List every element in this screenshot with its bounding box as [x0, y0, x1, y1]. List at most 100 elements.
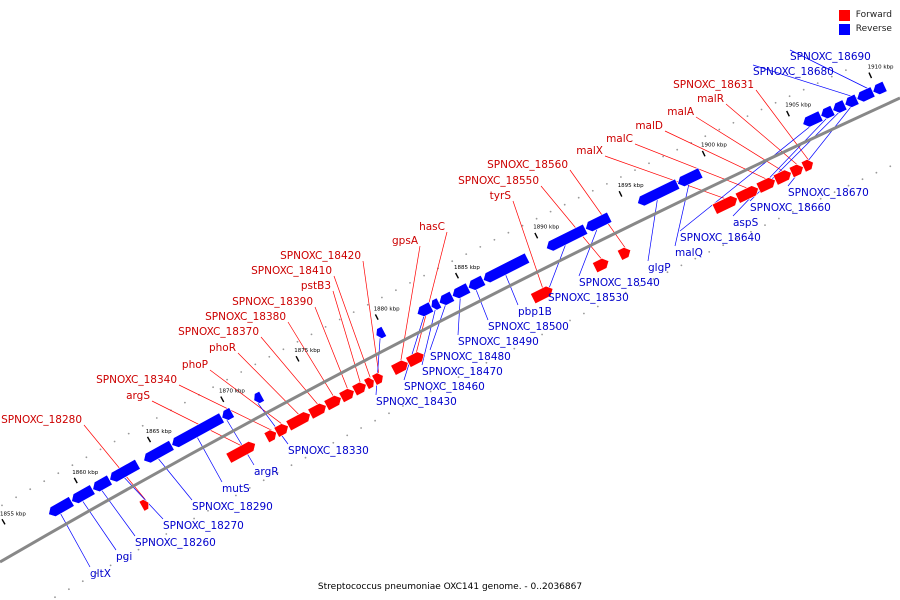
scale-dot: [395, 289, 397, 292]
scale-dot: [388, 412, 390, 415]
legend-forward: Forward: [838, 8, 892, 22]
gene-tyrs[interactable]: [530, 284, 555, 305]
scale-dot: [774, 101, 777, 104]
leader-line: [695, 116, 784, 172]
scale-dot: [638, 285, 641, 287]
gene-malx[interactable]: [711, 193, 740, 215]
scale-dot: [471, 369, 474, 371]
gene-muts[interactable]: [169, 412, 225, 450]
gene-malc[interactable]: [734, 183, 761, 204]
scale-dot: [240, 371, 243, 373]
scale-dot: [193, 517, 196, 520]
scale-dot: [402, 405, 404, 407]
gene-label: SPNOXC_18480: [430, 351, 511, 363]
leader-line: [400, 245, 421, 362]
scale-dot: [423, 274, 425, 277]
scale-dot: [610, 298, 613, 301]
gene-spnoxc-18430[interactable]: [374, 325, 388, 340]
scale-dot: [85, 456, 88, 459]
gene-phor[interactable]: [285, 409, 313, 432]
scale-tick: [220, 396, 225, 403]
gene-pbp1b[interactable]: [481, 252, 531, 285]
scale-dot: [352, 311, 355, 313]
scale-dot: [833, 191, 836, 194]
gene-spnoxc-18420[interactable]: [371, 371, 386, 386]
gene-gltx[interactable]: [46, 496, 75, 519]
scale-dot: [324, 326, 327, 328]
leader-line: [332, 290, 361, 383]
scale-dot: [304, 456, 307, 459]
leader-line: [634, 143, 749, 189]
gene-label: SPNOXC_18540: [579, 277, 660, 289]
gene-spnoxc-18490[interactable]: [450, 282, 472, 301]
gene-spnoxc-18380[interactable]: [323, 393, 344, 412]
gene-glgp[interactable]: [635, 178, 681, 208]
scale-dot: [889, 165, 892, 168]
gene-spnoxc-18480[interactable]: [437, 290, 456, 307]
gene-spnoxc-18550[interactable]: [591, 256, 611, 274]
gene-pgi[interactable]: [69, 484, 96, 506]
scale-dot: [666, 271, 669, 274]
gene-label: SPNOXC_18640: [680, 232, 761, 244]
scale-label: 1860 kbp: [72, 470, 98, 476]
gene-label: SPNOXC_18380: [205, 311, 286, 323]
scale-dot: [732, 121, 735, 124]
gene-spnoxc-18540[interactable]: [583, 211, 613, 234]
gene-spnoxc-18370[interactable]: [307, 401, 329, 420]
leader-line: [647, 198, 658, 262]
gene-spnoxc-18280[interactable]: [138, 498, 151, 512]
scale-label: 1895 kbp: [618, 183, 644, 189]
gene-spnoxc-18270[interactable]: [107, 458, 141, 484]
gene-spnoxc-18560[interactable]: [616, 245, 633, 261]
gene-label: SPNOXC_18550: [458, 175, 539, 187]
gene-spnoxc-18260[interactable]: [90, 474, 113, 494]
gene-spnoxc-18660[interactable]: [830, 99, 848, 116]
gene-spnoxc-18640[interactable]: [800, 110, 824, 129]
gene-spnoxc-18390[interactable]: [338, 386, 357, 404]
gene-malq[interactable]: [675, 167, 704, 189]
gene-mald[interactable]: [755, 175, 778, 194]
scale-tick: [701, 150, 706, 157]
scale-dot: [704, 135, 707, 138]
gene-label: phoP: [182, 359, 208, 371]
scale-dot: [652, 278, 655, 280]
gene-spnoxc-18330[interactable]: [251, 390, 265, 405]
gene-spnoxc-18670[interactable]: [843, 93, 860, 110]
leader-line: [664, 130, 768, 180]
gene-spnoxc-18680[interactable]: [855, 86, 876, 104]
gene-spnoxc-18290[interactable]: [141, 439, 175, 465]
scale-dot: [676, 148, 679, 151]
gene-mala[interactable]: [772, 168, 794, 186]
gene-pstb3[interactable]: [351, 380, 369, 397]
gene-spnoxc-18530[interactable]: [544, 223, 589, 253]
gene-spnoxc-18410[interactable]: [363, 376, 377, 390]
gene-label: SPNOXC_18390: [232, 296, 313, 308]
scale-dot: [760, 108, 763, 111]
genome-caption: Streptococcus pneumoniae OXC141 genome. …: [317, 582, 583, 592]
leader-line: [679, 124, 813, 232]
gene-malr[interactable]: [788, 162, 806, 179]
scale-label: 1875 kbp: [294, 348, 320, 354]
gene-spnoxc-18500[interactable]: [466, 274, 487, 292]
legend-forward-label: Forward: [855, 10, 892, 20]
gene-label: gpsA: [392, 235, 419, 247]
gene-spnoxc-18470[interactable]: [429, 297, 443, 312]
scale-dot: [409, 282, 411, 284]
gene-label: SPNOXC_18370: [178, 326, 259, 338]
leader-line: [59, 512, 91, 568]
gene-label: SPNOXC_18660: [750, 202, 831, 214]
gene-spnoxc-18340[interactable]: [263, 428, 279, 444]
gene-spnoxc-18631[interactable]: [800, 157, 816, 173]
gene-hasc[interactable]: [405, 349, 427, 368]
gene-asps[interactable]: [818, 104, 836, 121]
gene-argr[interactable]: [219, 407, 235, 422]
gene-args[interactable]: [225, 439, 258, 464]
gene-phop[interactable]: [273, 421, 291, 438]
gene-spnoxc-18460[interactable]: [415, 301, 435, 319]
gene-spnoxc-18690[interactable]: [871, 80, 888, 97]
leader-line: [157, 457, 193, 501]
scale-dot: [318, 449, 321, 452]
gene-gpsa[interactable]: [390, 358, 411, 376]
scale-dot: [485, 361, 488, 364]
